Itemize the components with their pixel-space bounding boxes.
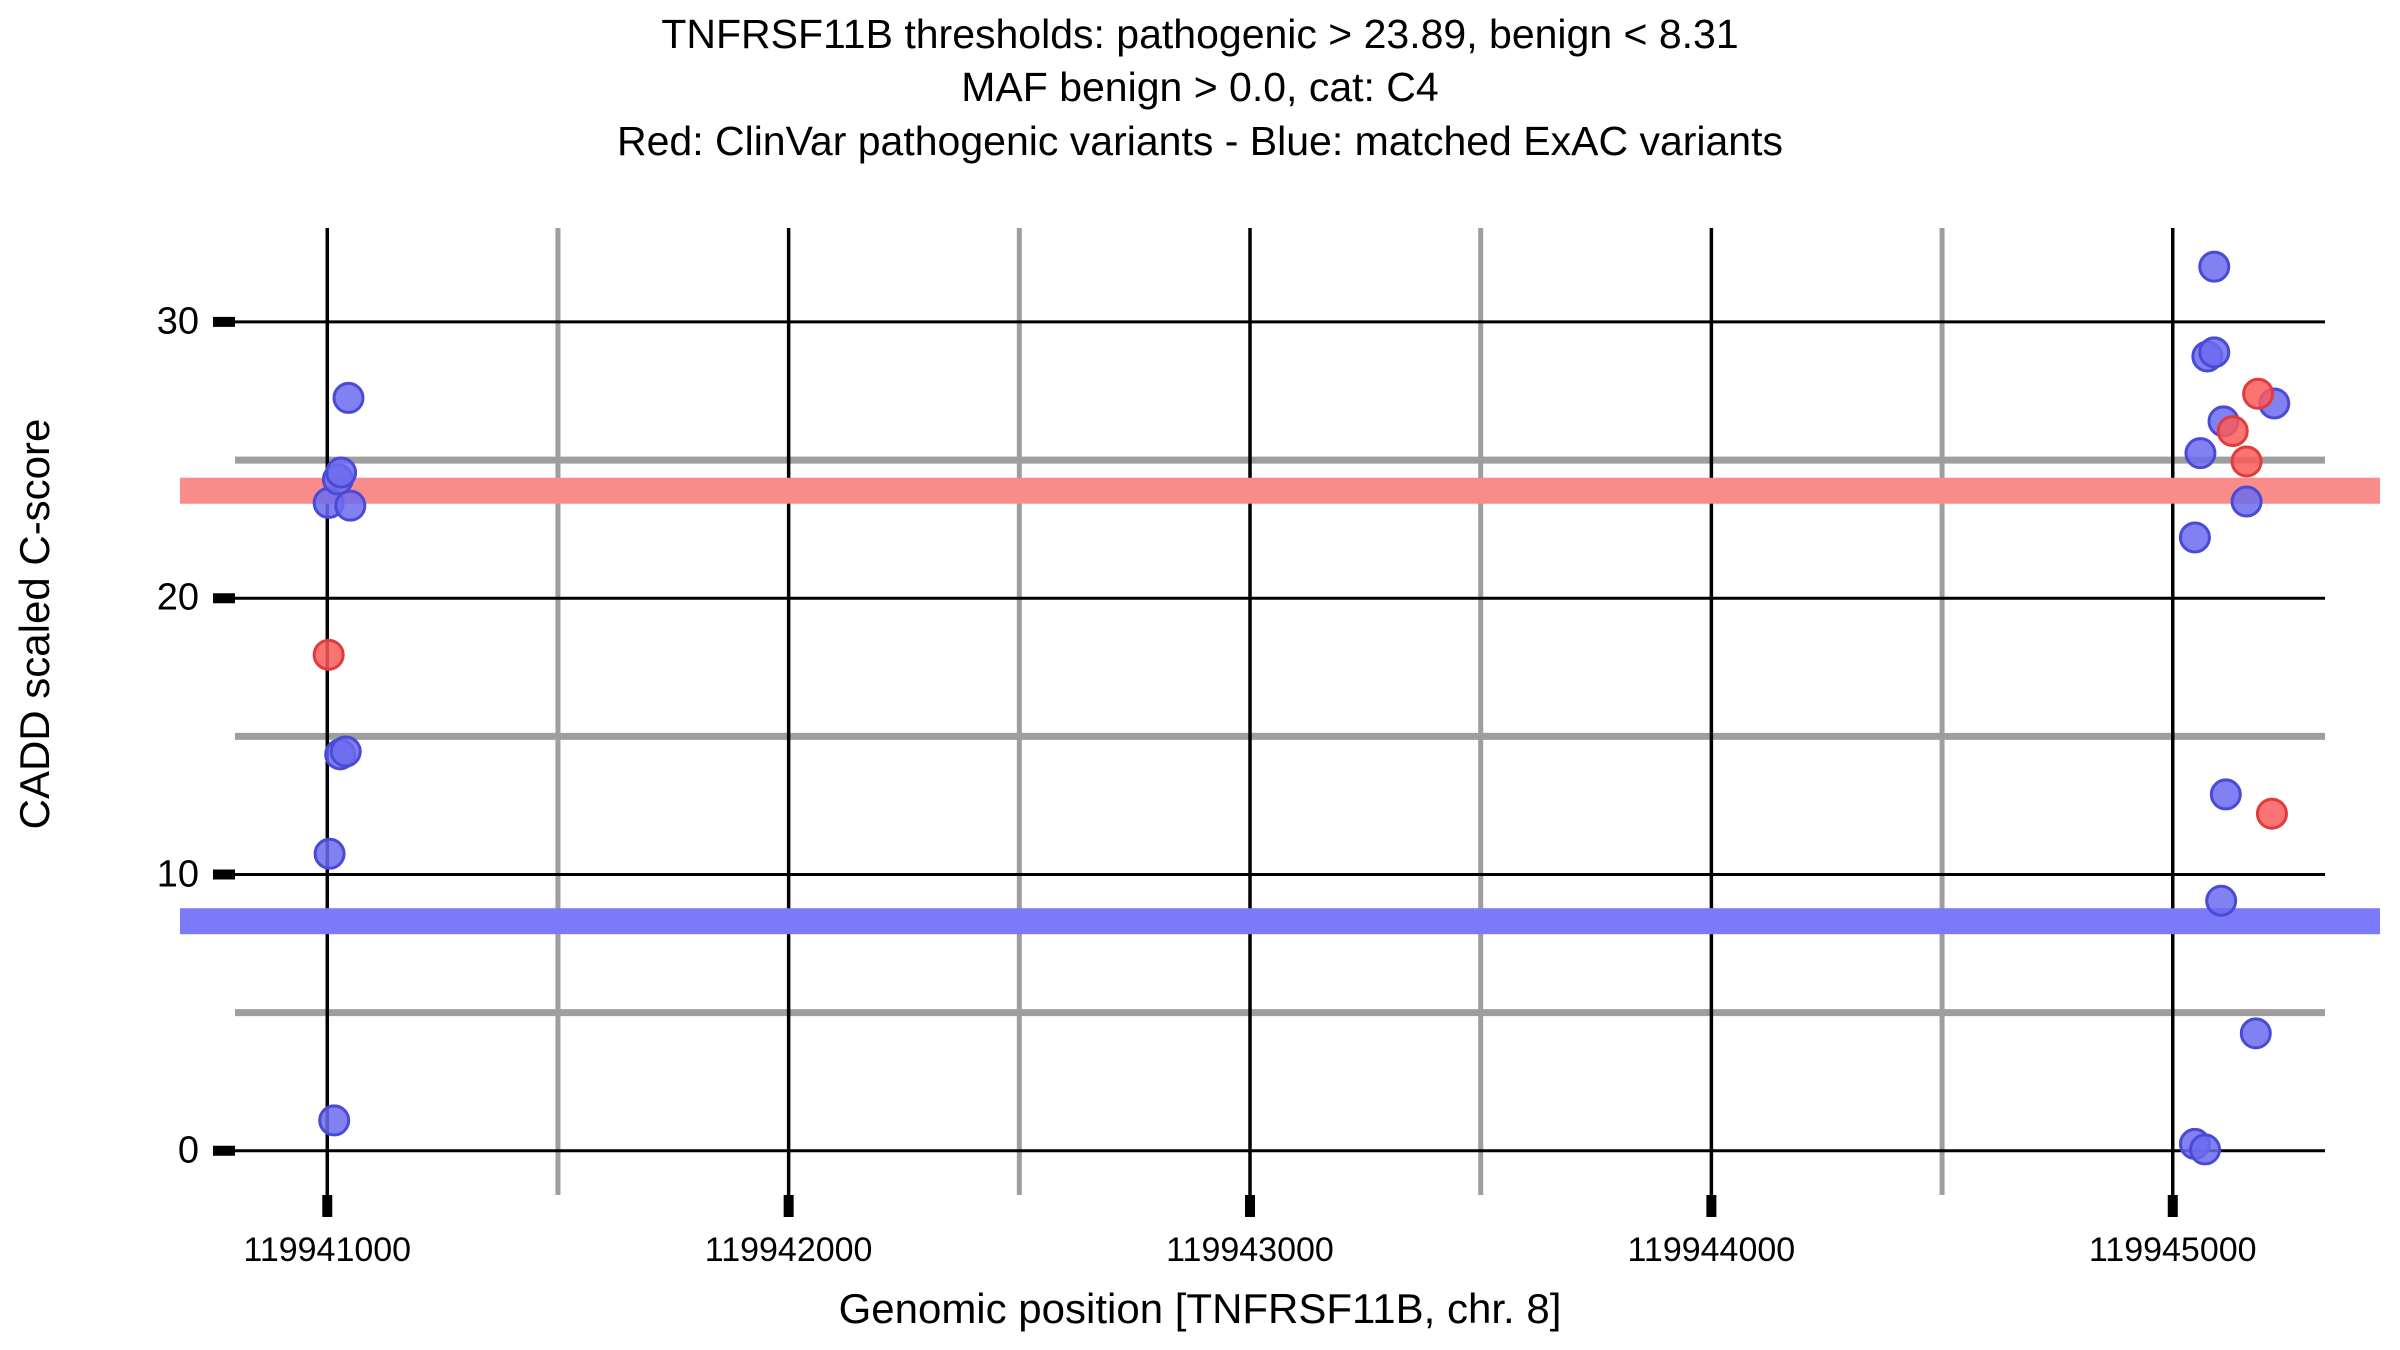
- x-tick-label: 119944000: [1627, 1231, 1796, 1269]
- minor-horizontal-gridlines: [235, 456, 2325, 1017]
- y-tick-label: 0: [177, 1129, 199, 1172]
- x-tick-label: 119942000: [704, 1231, 873, 1269]
- minor-vertical-gridlines: [555, 228, 1945, 1195]
- threshold-band-benign: [180, 908, 2380, 935]
- data-point: [2189, 1133, 2222, 1166]
- data-point: [2239, 1017, 2272, 1050]
- threshold-band-pathogenic: [180, 477, 2380, 504]
- title-line-2: MAF benign > 0.0, cat: C4: [961, 64, 1439, 111]
- major-vertical-gridlines: [325, 228, 2175, 1195]
- data-point: [313, 837, 346, 870]
- data-point: [329, 735, 362, 768]
- plot-area: [180, 228, 2380, 1217]
- data-point: [2230, 485, 2263, 518]
- data-point: [2230, 445, 2263, 478]
- title-line-1: TNFRSF11B thresholds: pathogenic > 23.89…: [661, 11, 1739, 57]
- data-point: [2242, 377, 2275, 410]
- y-tick-label: 10: [156, 853, 199, 895]
- data-point: [2178, 521, 2211, 554]
- data-point: [2198, 336, 2231, 369]
- data-point: [2255, 797, 2288, 830]
- data-point: [2205, 884, 2238, 917]
- data-point: [318, 1104, 351, 1137]
- data-point: [2209, 778, 2242, 811]
- data-point: [325, 456, 358, 489]
- benign-data-points: [312, 250, 2291, 1166]
- data-point: [334, 489, 367, 522]
- threshold-bands: [180, 477, 2380, 935]
- chart-title: TNFRSF11B thresholds: pathogenic > 23.89…: [0, 8, 2400, 168]
- data-point: [2198, 250, 2231, 283]
- y-tick-label: 20: [156, 576, 199, 619]
- x-tick-label: 119943000: [1166, 1231, 1334, 1269]
- data-point: [332, 381, 365, 414]
- data-point: [2216, 415, 2249, 448]
- data-point: [312, 638, 345, 671]
- x-tick-label: 119945000: [2088, 1231, 2257, 1269]
- major-horizontal-gridlines: [235, 320, 2325, 1153]
- data-point: [2184, 437, 2217, 470]
- pathogenic-data-points: [312, 377, 2288, 830]
- y-axis-label: CADD scaled C-score: [11, 418, 58, 830]
- title-line-3: Red: ClinVar pathogenic variants - Blue:…: [616, 117, 1784, 164]
- x-tick-label: 119941000: [243, 1231, 412, 1269]
- x-axis-label: Genomic position [TNFRSF11B, chr. 8]: [838, 1285, 1562, 1332]
- plot-canvas: [180, 228, 2380, 1217]
- y-tick-label: 30: [156, 300, 199, 343]
- tick-marks: [213, 316, 2178, 1217]
